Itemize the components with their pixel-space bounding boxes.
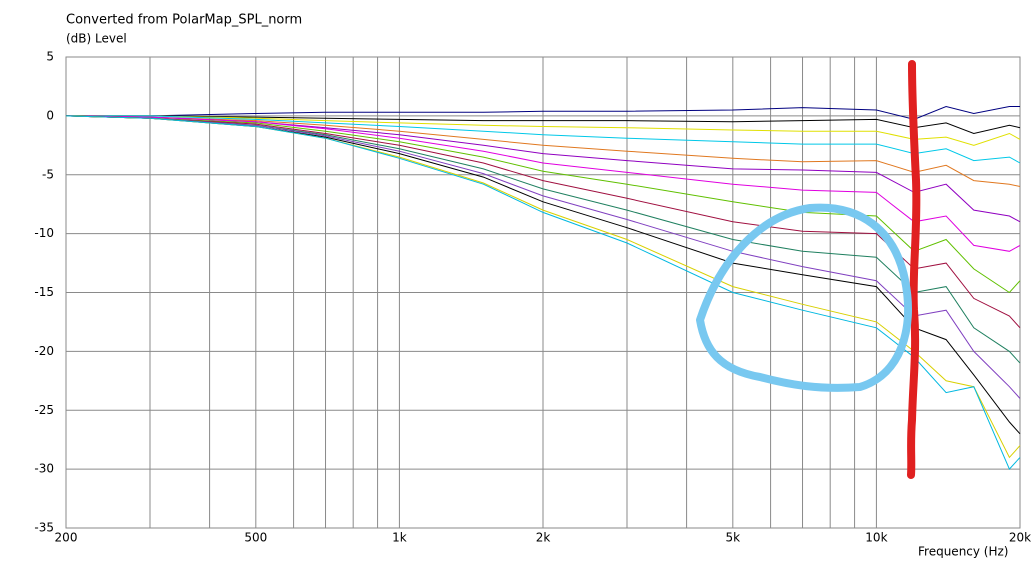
x-tick-label: 1k <box>392 531 407 545</box>
series-line <box>66 115 1021 135</box>
x-tick-label: 5k <box>726 531 741 545</box>
series-line <box>66 115 1021 164</box>
y-tick-label: -25 <box>34 403 54 417</box>
y-tick-label: -20 <box>34 344 54 358</box>
y-tick-label: 0 <box>46 108 54 122</box>
y-tick-label: -15 <box>34 285 54 299</box>
series-line <box>65 115 1021 294</box>
x-tick-label: 2k <box>536 531 551 545</box>
y-tick-label: -35 <box>34 521 54 535</box>
series-line <box>65 115 1021 435</box>
series-line <box>66 115 1021 146</box>
series-line <box>65 115 1021 364</box>
x-tick-label: 20k <box>1009 531 1031 545</box>
x-tick-label: 500 <box>244 531 267 545</box>
chart-title: Converted from PolarMap_SPL_norm <box>66 13 302 28</box>
blue-annotation <box>696 203 912 392</box>
x-tick-label: 10k <box>865 531 887 545</box>
y-tick-label: -30 <box>34 462 54 476</box>
series-line <box>65 115 1021 187</box>
y-tick-label: 5 <box>46 50 54 64</box>
x-axis-label: Frequency (Hz) <box>918 545 1009 559</box>
series-line <box>65 115 1021 252</box>
x-tick-label: 200 <box>55 531 78 545</box>
series-line <box>65 115 1021 399</box>
series-line <box>66 105 1020 120</box>
red-annotation <box>907 60 921 479</box>
y-tick-label: -10 <box>34 226 54 240</box>
series-line <box>65 115 1021 223</box>
series-line <box>65 115 1021 471</box>
y-tick-label: -5 <box>42 167 54 181</box>
series-line <box>65 115 1021 329</box>
y-axis-label: (dB) Level <box>66 32 127 46</box>
